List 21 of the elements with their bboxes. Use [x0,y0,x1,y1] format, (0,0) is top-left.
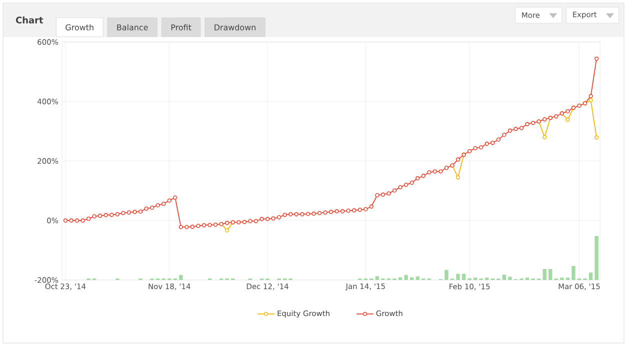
bar [416,276,420,280]
bar [462,274,466,280]
bar [444,270,448,280]
bar [179,274,183,280]
bar [572,266,576,280]
bar [508,276,512,280]
bar [548,268,552,280]
point [566,118,570,122]
bar [404,274,408,280]
point [588,98,593,102]
point [225,228,230,232]
point [542,135,547,140]
bar [456,274,460,280]
point [456,175,460,180]
bar [542,268,546,280]
point [594,135,599,140]
bar [375,276,380,280]
bar [502,274,506,280]
bar [588,272,593,280]
chart-title: Chart [16,16,44,24]
bar [594,236,598,280]
